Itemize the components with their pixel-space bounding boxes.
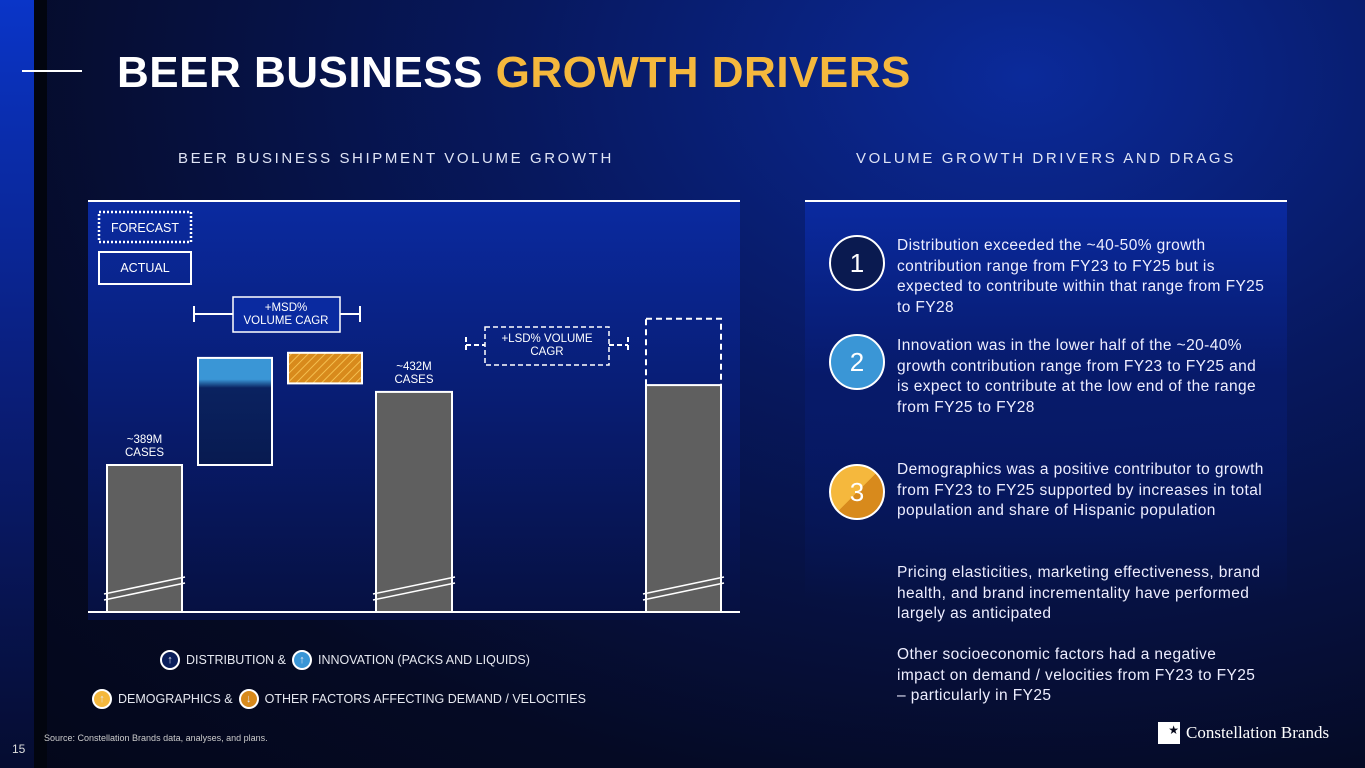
forecast-legend-box	[97, 210, 193, 244]
actual-legend-box	[98, 251, 192, 285]
legend-row-2: ↑ DEMOGRAPHICS & ↓ OTHER FACTORS AFFECTI…	[92, 689, 586, 709]
bar-label-fy23: CASES	[125, 447, 164, 459]
star-logo-icon: ★	[1158, 722, 1180, 744]
bar-label-fy23: ~389M	[127, 434, 162, 446]
driver-text-4: Pricing elasticities, marketing effectiv…	[897, 564, 1261, 622]
page-number: 15	[12, 742, 26, 756]
forecast-legend-label: FORECAST	[111, 221, 179, 235]
right-section-title: VOLUME GROWTH DRIVERS AND DRAGS	[856, 150, 1236, 167]
source-note: Source: Constellation Brands data, analy…	[44, 733, 268, 743]
axis-break-mark	[642, 576, 725, 595]
bar-fy28	[645, 384, 722, 613]
left-accent-bar	[0, 0, 34, 768]
axis-break-mark	[642, 582, 725, 601]
bar-label-fy25: ~432M	[396, 361, 431, 373]
legend-distribution: DISTRIBUTION &	[186, 653, 287, 667]
bar-fy23	[106, 464, 183, 613]
company-logo: ★ Constellation Brands	[1158, 722, 1329, 744]
driver-number-2: 2	[829, 334, 885, 390]
demographics-step	[287, 351, 363, 385]
driver-number-1: 1	[829, 235, 885, 291]
legend-innovation: INNOVATION (PACKS AND LIQUIDS)	[318, 653, 530, 667]
msd-cagr-bracket	[193, 306, 361, 322]
drivers-panel	[805, 200, 1287, 700]
actual-legend-label: ACTUAL	[120, 261, 169, 275]
bar-label-fy25: CASES	[395, 374, 434, 386]
msd-cagr-label: +MSD%	[265, 302, 308, 314]
axis-break-mark	[103, 576, 186, 595]
logo-text: Constellation Brands	[1186, 723, 1330, 742]
legend-row-1: ↑ DISTRIBUTION & ↑ INNOVATION (PACKS AND…	[160, 650, 530, 670]
title-accent: GROWTH DRIVERS	[495, 48, 911, 97]
axis-break-mark	[103, 582, 186, 601]
driver-number-3: 3	[829, 464, 885, 520]
axis-break-mark	[372, 582, 456, 601]
distribution-up-arrow-icon: ↑	[160, 650, 180, 670]
left-dark-bar	[34, 0, 47, 768]
legend-demographics: DEMOGRAPHICS &	[118, 692, 233, 706]
chart-svg: FORECASTACTUAL~389MCASESFY23~432MCASESFY…	[88, 210, 740, 614]
title-main: BEER BUSINESS	[117, 48, 496, 97]
lsd-cagr-bracket	[465, 337, 629, 353]
other-factors-down-arrow-icon: ↓	[238, 689, 259, 709]
driver-text-5: Other socioeconomic factors had a negati…	[897, 646, 1256, 704]
driver-text-2: Innovation was in the lower half of the …	[897, 337, 1257, 416]
left-section-title: BEER BUSINESS SHIPMENT VOLUME GROWTH	[178, 150, 614, 167]
demographics-up-arrow-icon: ↑	[92, 689, 112, 709]
innovation-up-arrow-icon: ↑	[292, 650, 313, 670]
axis-break-mark	[372, 576, 456, 595]
lsd-cagr-label: +LSD% VOLUME	[501, 333, 592, 345]
lsd-cagr-label: CAGR	[530, 346, 563, 358]
driver-text-3: Demographics was a positive contributor …	[897, 461, 1264, 519]
page-title: BEER BUSINESS GROWTH DRIVERS	[117, 48, 911, 98]
distribution-innovation-step	[197, 356, 273, 466]
bar-fy25	[375, 390, 453, 613]
volume-chart: FORECASTACTUAL~389MCASESFY23~432MCASESFY…	[88, 200, 740, 620]
driver-text-1: Distribution exceeded the ~40-50% growth…	[897, 237, 1265, 316]
title-rule	[22, 70, 82, 72]
legend-other-factors: OTHER FACTORS AFFECTING DEMAND / VELOCIT…	[264, 692, 586, 706]
msd-cagr-label: VOLUME CAGR	[244, 315, 329, 327]
